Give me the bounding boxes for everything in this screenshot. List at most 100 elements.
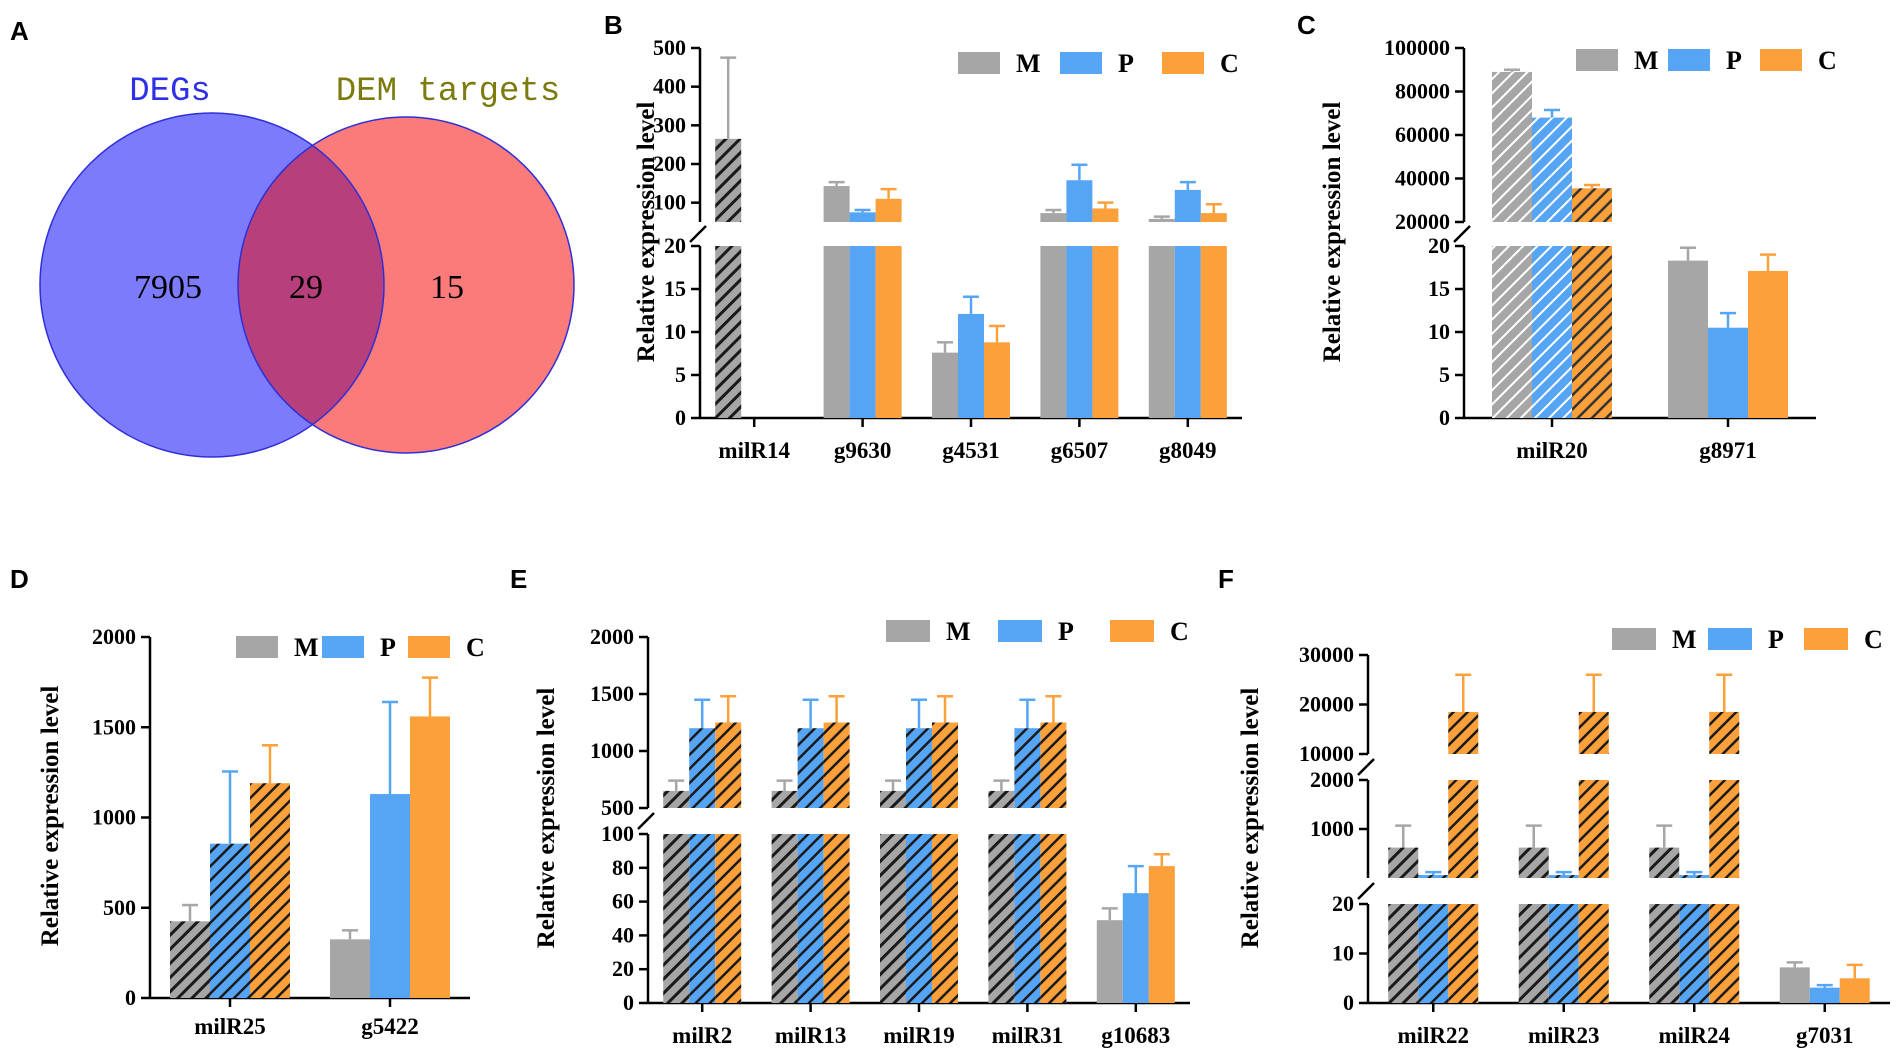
bar-C-g4531 <box>984 342 1010 418</box>
y-axis-label: Relative expression level <box>633 102 660 363</box>
y-tick-label: 40000 <box>1395 166 1450 191</box>
y-tick-label: 60000 <box>1395 122 1450 147</box>
bar-break-gap <box>1173 222 1202 246</box>
legend-label-m: M <box>1672 625 1697 654</box>
y-tick-label: 20 <box>612 956 634 981</box>
axis-break-mark <box>637 812 655 830</box>
legend-swatch-c <box>408 636 450 658</box>
y-tick-label: 200 <box>653 151 686 176</box>
bar-M-milR14 <box>715 138 742 418</box>
bar-break-gap <box>1517 878 1550 904</box>
y-tick-label: 5 <box>1439 362 1450 387</box>
x-category-label: g7031 <box>1796 1023 1854 1048</box>
legend-swatch-m <box>958 52 1000 74</box>
legend-label-m: M <box>1016 49 1041 78</box>
y-tick-label: 0 <box>623 990 634 1015</box>
bar-break-gap <box>796 808 825 834</box>
panel-a: A DEGs DEM targets 7905 29 15 <box>10 16 575 458</box>
x-category-label: g8049 <box>1159 438 1217 463</box>
legend-swatch-p <box>1708 628 1752 650</box>
bar-M-g7031 <box>1779 967 1810 1003</box>
bar-break-gap <box>770 808 799 834</box>
x-category-label: g8971 <box>1699 438 1757 463</box>
x-category-label: g10683 <box>1101 1023 1170 1048</box>
y-axis-label: Relative expression level <box>533 688 560 949</box>
y-tick-label: 0 <box>1343 990 1354 1015</box>
bar-C-milR2 <box>715 722 742 1003</box>
bar-P-milR19 <box>906 728 932 1003</box>
bar-P-milR20 <box>1532 117 1572 418</box>
y-tick-label: 10 <box>1332 941 1354 966</box>
bar-C-milR25 <box>250 783 290 998</box>
y-tick-label: 300 <box>653 112 686 137</box>
x-category-label: milR31 <box>992 1023 1064 1048</box>
y-tick-label: 20 <box>664 233 686 258</box>
legend-swatch-m <box>1576 49 1618 71</box>
bar-M-milR23 <box>1518 847 1549 1003</box>
bar-M-g9630 <box>823 186 850 418</box>
venn-label-degs: DEGs <box>129 73 211 111</box>
bar-break-gap <box>931 808 959 834</box>
legend-swatch-c <box>1110 620 1154 642</box>
y-tick-label: 20 <box>1428 233 1450 258</box>
legend-label-c: C <box>1170 617 1189 646</box>
legend-swatch-p <box>998 620 1042 642</box>
y-tick-label: 0 <box>125 985 136 1010</box>
venn-count-degs-only: 7905 <box>134 269 202 306</box>
y-tick-label: 2000 <box>92 624 136 649</box>
bar-C-g8049 <box>1200 213 1227 418</box>
venn-count-dem-only: 15 <box>430 269 464 306</box>
x-category-label: milR23 <box>1528 1023 1600 1048</box>
legend-swatch-c <box>1804 628 1848 650</box>
legend-label-m: M <box>294 633 319 662</box>
bar-M-milR24 <box>1649 847 1680 1003</box>
y-tick-label: 1000 <box>590 738 634 763</box>
y-tick-label: 30000 <box>1299 642 1354 667</box>
legend-label-c: C <box>1220 49 1239 78</box>
bar-break-gap <box>987 808 1016 834</box>
bar-P-g10683 <box>1122 893 1149 1003</box>
bar-break-gap <box>874 222 903 246</box>
bar-P-g9630 <box>849 212 876 418</box>
bar-M-g4531 <box>932 352 958 418</box>
y-tick-label: 20000 <box>1395 209 1450 234</box>
bar-P-milR2 <box>689 728 716 1003</box>
bar-break-gap <box>1447 754 1480 780</box>
legend-label-p: P <box>1118 49 1134 78</box>
y-tick-label: 15 <box>1428 276 1450 301</box>
x-category-label: milR19 <box>883 1023 955 1048</box>
y-tick-label: 100 <box>653 190 686 215</box>
bar-break-gap <box>1571 222 1613 246</box>
legend-label-p: P <box>1058 617 1074 646</box>
bar-break-gap <box>879 808 907 834</box>
bar-break-gap <box>1039 222 1068 246</box>
legend-swatch-m <box>236 636 278 658</box>
x-category-label: milR25 <box>194 1014 266 1039</box>
panel-label-b: B <box>604 10 623 40</box>
bar-C-milR19 <box>932 722 958 1003</box>
legend-label-p: P <box>380 633 396 662</box>
legend-label-m: M <box>1634 46 1659 75</box>
x-category-label: milR22 <box>1397 1023 1469 1048</box>
bar-break-gap <box>1577 878 1610 904</box>
bar-break-gap <box>662 808 691 834</box>
venn-label-dem-targets: DEM targets <box>336 73 560 111</box>
x-category-label: g6507 <box>1051 438 1109 463</box>
y-tick-label: 5 <box>675 362 686 387</box>
bar-break-gap <box>1091 222 1120 246</box>
bar-M-g5422 <box>330 939 370 998</box>
bar-M-g10683 <box>1096 920 1123 1003</box>
bar-break-gap <box>1547 878 1580 904</box>
bar-break-gap <box>1577 754 1610 780</box>
legend-label-p: P <box>1768 625 1784 654</box>
bar-break-gap <box>1013 808 1042 834</box>
bar-break-gap <box>822 222 851 246</box>
bar-P-g5422 <box>370 794 410 998</box>
bar-P-milR25 <box>210 843 250 998</box>
y-tick-label: 80 <box>612 855 634 880</box>
panel-label-d: D <box>10 564 29 594</box>
bar-M-milR25 <box>170 921 210 998</box>
legend-swatch-m <box>886 620 930 642</box>
x-category-label: milR2 <box>672 1023 732 1048</box>
panel-label-a: A <box>10 16 29 46</box>
